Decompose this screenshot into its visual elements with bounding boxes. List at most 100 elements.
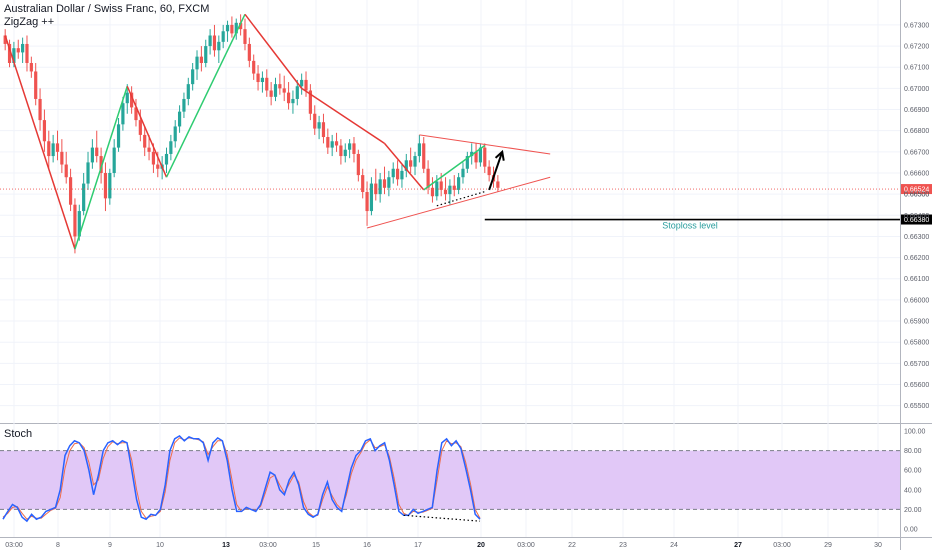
candle-body bbox=[286, 92, 291, 104]
candle-body bbox=[125, 92, 129, 104]
price-tick-label: 0.66600 bbox=[904, 170, 929, 177]
breakout-arrow-shaft bbox=[488, 151, 504, 191]
candle-body bbox=[230, 24, 234, 34]
candle-body bbox=[404, 160, 408, 171]
price-axis: 0.67300 0.67200 0.67100 0.67000 0.66900 0.668… bbox=[904, 22, 929, 410]
time-tick-label: 23 bbox=[619, 542, 627, 549]
candle-body bbox=[116, 124, 121, 148]
time-tick-label: 13 bbox=[222, 542, 230, 549]
candle-body bbox=[42, 120, 47, 142]
zigzag-segment bbox=[126, 85, 168, 178]
candle-body bbox=[417, 143, 421, 157]
candle-body bbox=[300, 79, 304, 87]
candle-body bbox=[130, 92, 134, 108]
candle-body bbox=[169, 141, 173, 154]
price-tick-label: 0.67300 bbox=[904, 22, 929, 29]
candle-body bbox=[343, 149, 347, 157]
candle-body bbox=[51, 143, 55, 157]
candle-body bbox=[121, 103, 125, 125]
candle-body bbox=[90, 147, 94, 163]
candle-body bbox=[413, 156, 417, 167]
candle-body bbox=[352, 143, 356, 154]
time-tick-label: 20 bbox=[477, 542, 485, 549]
price-tick-label: 0.67200 bbox=[904, 44, 929, 51]
time-tick-label: 30 bbox=[874, 542, 882, 549]
stoch-tick-label: 40.00 bbox=[904, 487, 922, 494]
time-tick-label: 03:00 bbox=[259, 542, 277, 549]
zigzag-segment bbox=[74, 86, 128, 250]
candle-body bbox=[330, 141, 334, 148]
stoch-tick-label: 0.00 bbox=[904, 527, 918, 534]
candle-body bbox=[34, 71, 38, 99]
triangle-upper-line bbox=[419, 134, 551, 155]
time-tick-label: 15 bbox=[312, 542, 320, 549]
stoch-tick-label: 20.00 bbox=[904, 507, 922, 514]
price-tick-label: 0.66400 bbox=[904, 213, 929, 220]
breakout-arrow-head bbox=[494, 149, 505, 161]
current-price-label: 0.66524 bbox=[904, 187, 929, 194]
candle-body bbox=[103, 172, 108, 199]
time-tick-label: 03:00 bbox=[517, 542, 535, 549]
candle-body bbox=[452, 185, 456, 190]
candle-body bbox=[422, 143, 426, 169]
candle-body bbox=[247, 43, 251, 61]
candle-body bbox=[64, 164, 68, 178]
candles bbox=[3, 14, 500, 254]
candle-body bbox=[391, 168, 395, 178]
price-tick-label: 0.66800 bbox=[904, 128, 929, 135]
candle-body bbox=[182, 98, 186, 112]
candle-body bbox=[147, 147, 151, 152]
candle-body bbox=[461, 168, 465, 178]
candle-body bbox=[273, 84, 278, 97]
price-tick-label: 0.66300 bbox=[904, 234, 929, 241]
time-tick-label: 16 bbox=[363, 542, 371, 549]
candle-body bbox=[86, 162, 90, 184]
main-pane[interactable] bbox=[0, 0, 900, 422]
candle-body bbox=[95, 147, 99, 157]
candle-body bbox=[426, 168, 430, 188]
candle-body bbox=[221, 31, 225, 42]
stoch-axis: 100.00 80.00 60.00 40.00 20.00 0.00 bbox=[904, 429, 926, 534]
current-price-tag bbox=[901, 184, 932, 195]
candle-body bbox=[439, 181, 443, 190]
candle-body bbox=[321, 122, 326, 138]
candle-body bbox=[12, 48, 16, 63]
time-tick-label: 27 bbox=[734, 542, 742, 549]
candle-body bbox=[339, 145, 343, 157]
time-axis: 03:00 8 9 10 13 03:00 15 16 17 20 03:00 22 23 24 27 03:… bbox=[5, 542, 882, 549]
candle-body bbox=[134, 107, 138, 121]
candle-body bbox=[243, 29, 247, 44]
triangle-lower-line bbox=[366, 176, 551, 229]
candle-body bbox=[291, 98, 295, 104]
zigzag-segment bbox=[244, 13, 303, 89]
price-tick-label: 0.66200 bbox=[904, 255, 929, 262]
candle-body bbox=[256, 73, 260, 83]
candle-body bbox=[204, 46, 208, 63]
candle-body bbox=[156, 164, 160, 169]
candle-body bbox=[304, 79, 308, 91]
candle-body bbox=[487, 166, 491, 176]
stoploss-price-label: 0.66380 bbox=[904, 217, 929, 224]
candle-body bbox=[496, 181, 500, 188]
candle-body bbox=[465, 156, 469, 169]
candle-body bbox=[308, 90, 312, 114]
price-tick-label: 0.65800 bbox=[904, 340, 929, 347]
zigzag-segment bbox=[4, 35, 76, 250]
candle-body bbox=[409, 160, 413, 167]
candle-body bbox=[334, 141, 339, 146]
candle-body bbox=[395, 168, 400, 180]
candle-body bbox=[164, 153, 169, 165]
candle-body bbox=[225, 24, 230, 32]
candle-body bbox=[470, 151, 474, 157]
indicator-label: ZigZag ++ bbox=[4, 16, 54, 28]
candle-body bbox=[177, 111, 182, 127]
zigzag-segment bbox=[301, 87, 385, 144]
price-tick-label: 0.65700 bbox=[904, 361, 929, 368]
price-divergence-line bbox=[436, 191, 485, 207]
candle-body bbox=[326, 137, 330, 148]
candle-body bbox=[73, 204, 77, 237]
candle-body bbox=[252, 60, 256, 74]
candle-body bbox=[378, 179, 382, 195]
